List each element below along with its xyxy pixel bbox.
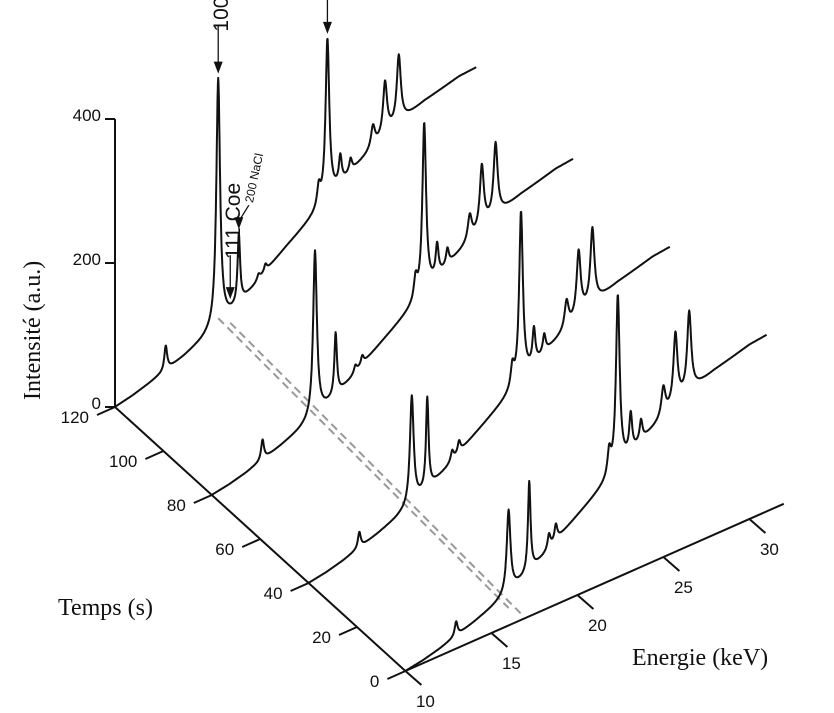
x-tick-label: 30 (760, 540, 779, 559)
annotation-arrowhead (234, 217, 244, 230)
spectrum-t0 (404, 294, 768, 672)
annotation-label: 100 Qtz (210, 0, 233, 32)
tick-labels: 0 200 400 0 20 40 60 80 100 120 10 15 20 25 30 (61, 106, 779, 711)
z-tick-label: 40 (264, 584, 283, 603)
x-tick-label: 25 (674, 578, 693, 597)
z-tick-label: 100 (109, 452, 137, 471)
annotation-3: 111 Au (322, 0, 332, 34)
y-tick-label: 400 (73, 106, 101, 125)
y-axis-title: Intensité (a.u.) (20, 261, 46, 400)
y-tick-label: 200 (73, 250, 101, 269)
z-tick-mark (96, 406, 116, 416)
x-tick-label: 10 (416, 692, 435, 711)
x-axis-line (404, 502, 785, 672)
guide-line (229, 322, 522, 615)
spectrum-t120 (114, 37, 477, 408)
z-tick-mark (290, 582, 310, 592)
annotation-arrowhead (213, 61, 223, 74)
axes (96, 118, 785, 686)
x-tick-mark (576, 594, 595, 610)
z-axis-title: Temps (s) (58, 595, 153, 621)
spectrum-t80 (211, 122, 574, 496)
annotation-arrowhead (322, 21, 332, 34)
z-tick-mark (144, 450, 164, 460)
guide-lines (217, 317, 522, 615)
x-tick-label: 20 (588, 616, 607, 635)
z-tick-mark (338, 626, 358, 636)
annotation-label: 200 NaCl (242, 152, 266, 204)
spectra (114, 37, 768, 672)
z-tick-label: 120 (61, 408, 89, 427)
z-tick-label: 20 (312, 628, 331, 647)
z-tick-mark (193, 494, 213, 504)
x-tick-label: 15 (502, 654, 521, 673)
z-tick-label: 80 (167, 496, 186, 515)
y-tick-label: 0 (92, 394, 101, 413)
x-axis-title: Energie (keV) (632, 645, 768, 671)
annotation-arrowhead (225, 287, 235, 300)
annotation-0: 100 Qtz (210, 0, 233, 74)
z-tick-label: 60 (215, 540, 234, 559)
annotation-1: 111 Coe (222, 183, 245, 300)
annotation-label: 111 Coe (222, 183, 245, 259)
x-tick-mark (748, 518, 767, 534)
z-tick-mark (386, 670, 406, 680)
x-tick-mark (404, 670, 423, 686)
z-tick-label: 0 (370, 672, 379, 691)
x-tick-mark (662, 556, 681, 572)
spectrum-t40 (307, 210, 671, 584)
z-tick-mark (241, 538, 261, 548)
x-tick-mark (490, 632, 509, 648)
guide-line (217, 317, 510, 609)
